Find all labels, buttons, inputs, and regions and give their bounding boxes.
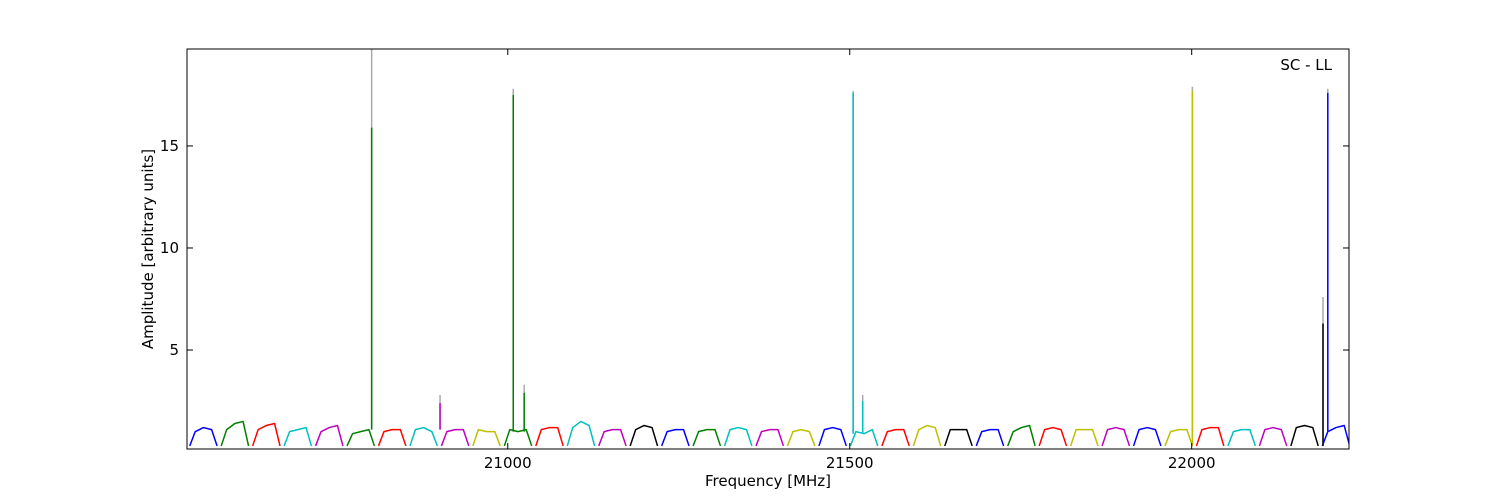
series-line: [409, 426, 439, 447]
series-line: [1101, 426, 1131, 447]
series-line: [1007, 424, 1036, 447]
series-line: [849, 428, 879, 447]
series-line: [755, 428, 785, 447]
series-line: [283, 426, 313, 447]
y-axis-label: Amplitude [arbitrary units]: [139, 149, 157, 349]
series-line: [220, 420, 250, 447]
series-line: [377, 428, 407, 447]
series-line: [1227, 428, 1257, 447]
series-line: [723, 426, 753, 447]
series-line: [1321, 424, 1349, 447]
series-line: [503, 428, 533, 447]
series-line: [660, 428, 690, 447]
series-line: [629, 424, 659, 447]
plot-area: [189, 49, 1349, 447]
x-tick-label: 21500: [826, 454, 874, 472]
series-line: [472, 428, 501, 447]
series-line: [1038, 426, 1068, 447]
series-line: [912, 424, 942, 447]
series-line: [440, 428, 470, 447]
series-line: [1195, 426, 1225, 447]
series-line: [1069, 428, 1099, 447]
x-tick-label: 21000: [484, 454, 532, 472]
series-line: [1290, 424, 1319, 447]
axes-frame: [186, 48, 1350, 450]
y-tick-label: 15: [160, 137, 179, 155]
series-line: [944, 428, 973, 447]
series-line: [535, 426, 564, 447]
series-line: [314, 424, 344, 447]
series-line: [346, 428, 376, 447]
series-line: [1132, 426, 1162, 447]
series-line: [598, 428, 627, 447]
series-line: [1164, 428, 1194, 447]
series-line: [692, 428, 722, 447]
x-tick-label: 22000: [1168, 454, 1216, 472]
annotation: SC - LL: [1280, 56, 1332, 74]
series-line: [189, 426, 218, 447]
x-axis-label: Frequency [MHz]: [705, 472, 831, 490]
series-line: [566, 420, 596, 447]
y-tick-label: 10: [160, 239, 179, 257]
series-line: [251, 422, 281, 447]
series-line: [881, 428, 910, 447]
series-line: [975, 428, 1005, 447]
y-tick-label: 5: [169, 341, 179, 359]
series-line: [818, 426, 848, 447]
series-line: [786, 428, 816, 447]
series-line: [1258, 426, 1288, 447]
